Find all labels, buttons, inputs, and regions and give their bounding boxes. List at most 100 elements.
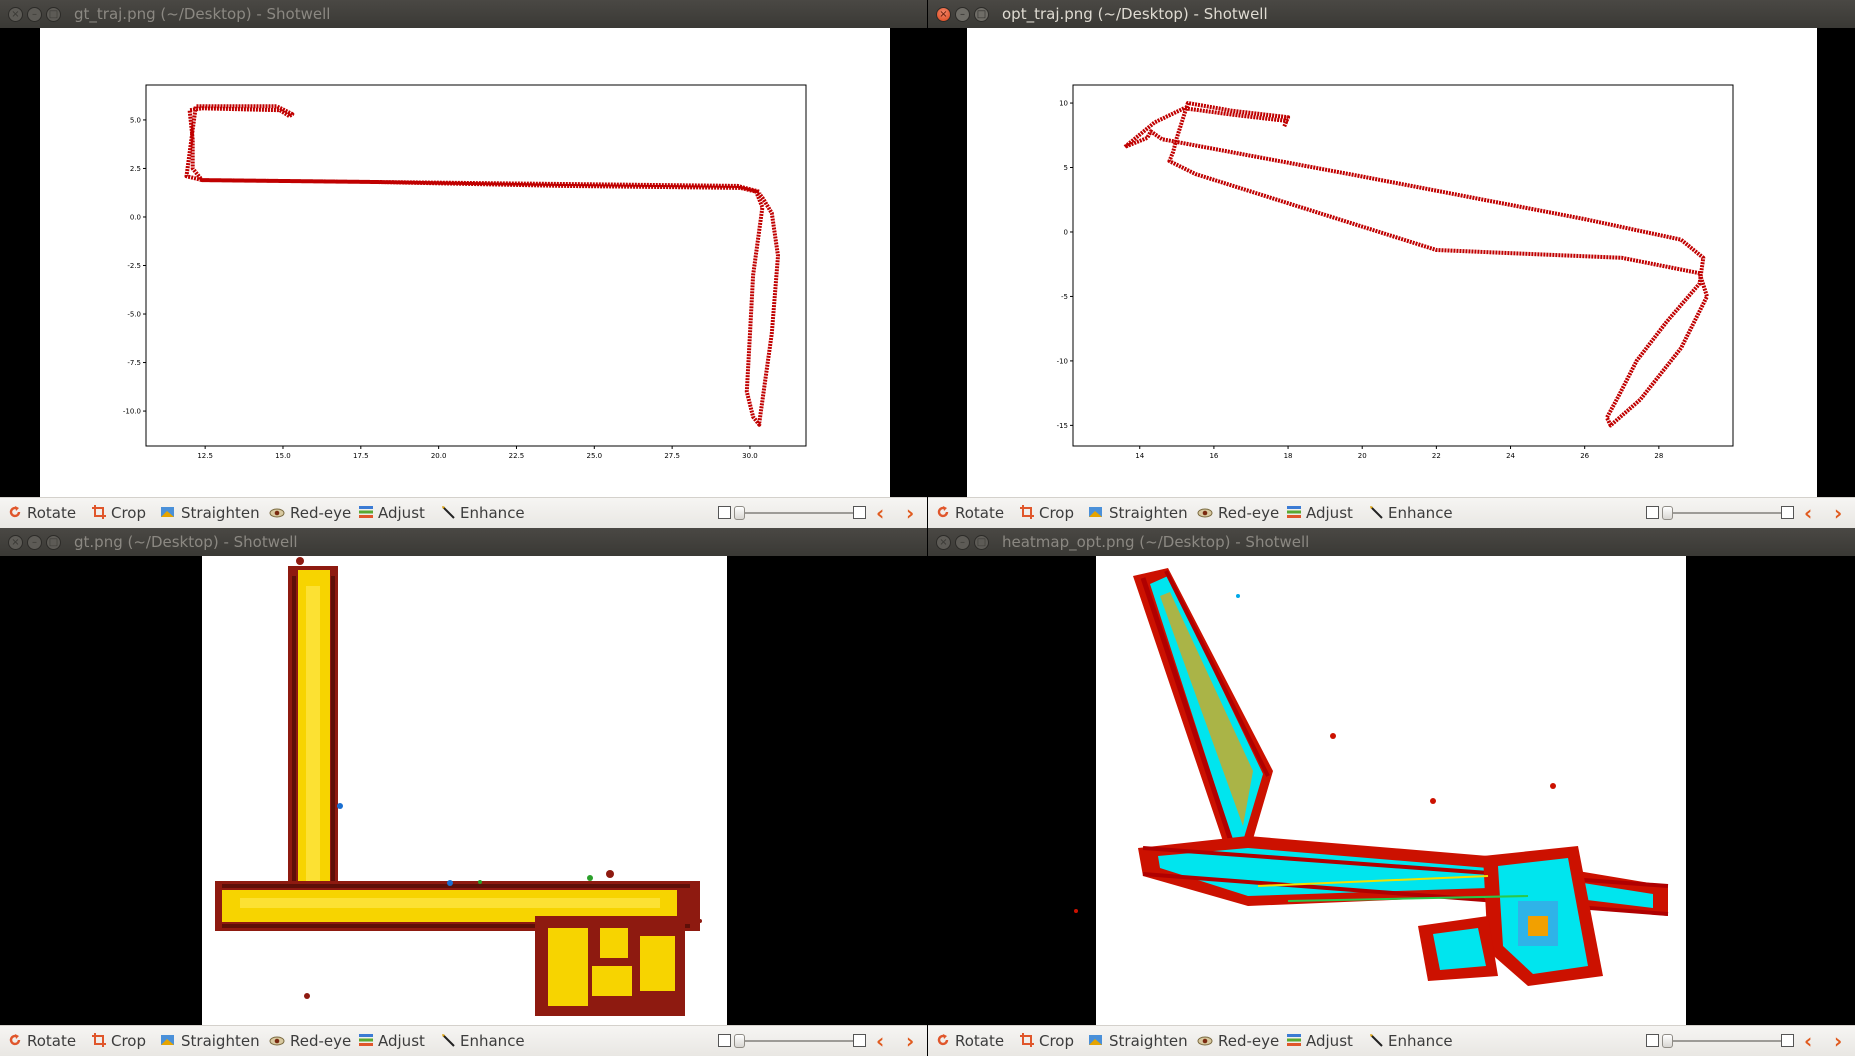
window-controls: × – □: [936, 535, 993, 550]
rotate-icon: [936, 1027, 950, 1056]
crop-button[interactable]: Crop: [92, 498, 146, 528]
eye-icon: [1197, 1027, 1213, 1056]
x-tick-label: 20.0: [431, 452, 447, 460]
next-photo-button[interactable]: ›: [1834, 501, 1843, 525]
adjust-label: Adjust: [378, 504, 425, 522]
titlebar[interactable]: × – □ heatmap_opt.png (~/Desktop) - Shotwe…: [928, 528, 1855, 556]
straighten-button[interactable]: Straighten: [160, 498, 260, 528]
adjust-button[interactable]: Adjust: [1287, 1026, 1353, 1056]
image-viewport[interactable]: 12.5 15.0 17.5 20.0 22.5 25.0 27.5 30.0 5.0 2.5 0.…: [0, 28, 927, 497]
window-gt-traj: × – □ gt_traj.png (~/Desktop) - Shotwell 1…: [0, 0, 927, 528]
rotate-button[interactable]: Rotate: [8, 1026, 76, 1056]
titlebar[interactable]: × – □ gt.png (~/Desktop) - Shotwell: [0, 528, 927, 556]
adjust-label: Adjust: [1306, 504, 1353, 522]
straighten-button[interactable]: Straighten: [1088, 1026, 1188, 1056]
rotate-label: Rotate: [27, 1032, 77, 1050]
rotate-label: Rotate: [955, 504, 1005, 522]
crop-label: Crop: [111, 1032, 147, 1050]
maximize-icon[interactable]: □: [46, 7, 61, 22]
x-tick-label: 25.0: [587, 452, 603, 460]
adjust-icon: [359, 1027, 373, 1056]
maximize-icon[interactable]: □: [46, 535, 61, 550]
enhance-label: Enhance: [1388, 1032, 1453, 1050]
next-photo-button[interactable]: ›: [1834, 1029, 1843, 1053]
enhance-label: Enhance: [1388, 504, 1453, 522]
zoom-in-icon[interactable]: [1781, 506, 1794, 519]
previous-photo-button[interactable]: ‹: [1804, 1029, 1813, 1053]
x-tick-label: 26: [1580, 452, 1589, 460]
zoom-slider[interactable]: [1662, 1033, 1790, 1049]
next-photo-button[interactable]: ›: [906, 501, 915, 525]
image-viewport[interactable]: 14 16 18 20 22 24 26 28 10 5 0 -5 -10 -15: [928, 28, 1855, 497]
previous-photo-button[interactable]: ‹: [876, 1029, 885, 1053]
zoom-in-icon[interactable]: [853, 1034, 866, 1047]
titlebar[interactable]: × – □ gt_traj.png (~/Desktop) - Shotwell: [0, 0, 927, 28]
minimize-icon[interactable]: –: [27, 7, 42, 22]
adjust-button[interactable]: Adjust: [359, 498, 425, 528]
enhance-button[interactable]: Enhance: [1369, 1026, 1453, 1056]
crop-button[interactable]: Crop: [1020, 498, 1074, 528]
close-icon[interactable]: ×: [8, 535, 23, 550]
maximize-icon[interactable]: □: [974, 7, 989, 22]
adjust-button[interactable]: Adjust: [1287, 498, 1353, 528]
straighten-button[interactable]: Straighten: [160, 1026, 260, 1056]
x-tick-label: 17.5: [353, 452, 369, 460]
redeye-label: Red-eye: [1218, 1032, 1280, 1050]
crop-button[interactable]: Crop: [1020, 1026, 1074, 1056]
photo-toolbar: Rotate Crop Straighten Red-eye Adjust En…: [928, 497, 1855, 528]
redeye-button[interactable]: Red-eye: [269, 498, 351, 528]
crop-button[interactable]: Crop: [92, 1026, 146, 1056]
image-viewport[interactable]: [928, 556, 1855, 1025]
previous-photo-button[interactable]: ‹: [1804, 501, 1813, 525]
y-tick-label: -2.5: [127, 262, 141, 270]
y-tick-label: -5: [1061, 293, 1068, 301]
x-tick-label: 22: [1432, 452, 1441, 460]
photo-toolbar: Rotate Crop Straighten Red-eye Adjust En…: [0, 1025, 927, 1056]
zoom-out-icon[interactable]: [718, 1034, 731, 1047]
close-icon[interactable]: ×: [936, 535, 951, 550]
titlebar[interactable]: × – □ opt_traj.png (~/Desktop) - Shotwell: [928, 0, 1855, 28]
minimize-icon[interactable]: –: [955, 535, 970, 550]
zoom-slider[interactable]: [734, 1033, 862, 1049]
enhance-button[interactable]: Enhance: [441, 498, 525, 528]
redeye-button[interactable]: Red-eye: [1197, 498, 1279, 528]
straighten-icon: [1088, 499, 1104, 529]
zoom-out-icon[interactable]: [718, 506, 731, 519]
next-photo-button[interactable]: ›: [906, 1029, 915, 1053]
zoom-in-icon[interactable]: [1781, 1034, 1794, 1047]
redeye-button[interactable]: Red-eye: [269, 1026, 351, 1056]
zoom-in-icon[interactable]: [853, 506, 866, 519]
maximize-icon[interactable]: □: [974, 535, 989, 550]
image-viewport[interactable]: [0, 556, 927, 1025]
adjust-label: Adjust: [378, 1032, 425, 1050]
close-icon[interactable]: ×: [8, 7, 23, 22]
zoom-slider[interactable]: [734, 505, 862, 521]
straighten-label: Straighten: [181, 1032, 260, 1050]
close-icon[interactable]: ×: [936, 7, 951, 22]
straighten-label: Straighten: [181, 504, 260, 522]
adjust-button[interactable]: Adjust: [359, 1026, 425, 1056]
photo-toolbar: Rotate Crop Straighten Red-eye Adjust En…: [0, 497, 927, 528]
straighten-icon: [160, 1027, 176, 1056]
window-title: gt.png (~/Desktop) - Shotwell: [74, 533, 298, 551]
enhance-label: Enhance: [460, 504, 525, 522]
redeye-button[interactable]: Red-eye: [1197, 1026, 1279, 1056]
previous-photo-button[interactable]: ‹: [876, 501, 885, 525]
window-title: gt_traj.png (~/Desktop) - Shotwell: [74, 5, 331, 23]
zoom-slider[interactable]: [1662, 505, 1790, 521]
enhance-button[interactable]: Enhance: [441, 1026, 525, 1056]
straighten-button[interactable]: Straighten: [1088, 498, 1188, 528]
magic-wand-icon: [1369, 499, 1383, 529]
rotate-icon: [936, 499, 950, 529]
minimize-icon[interactable]: –: [955, 7, 970, 22]
window-controls: × – □: [8, 535, 65, 550]
zoom-out-icon[interactable]: [1646, 1034, 1659, 1047]
rotate-label: Rotate: [27, 504, 77, 522]
minimize-icon[interactable]: –: [27, 535, 42, 550]
rotate-button[interactable]: Rotate: [936, 498, 1004, 528]
rotate-button[interactable]: Rotate: [8, 498, 76, 528]
rotate-button[interactable]: Rotate: [936, 1026, 1004, 1056]
crop-icon: [1020, 499, 1034, 529]
zoom-out-icon[interactable]: [1646, 506, 1659, 519]
enhance-button[interactable]: Enhance: [1369, 498, 1453, 528]
